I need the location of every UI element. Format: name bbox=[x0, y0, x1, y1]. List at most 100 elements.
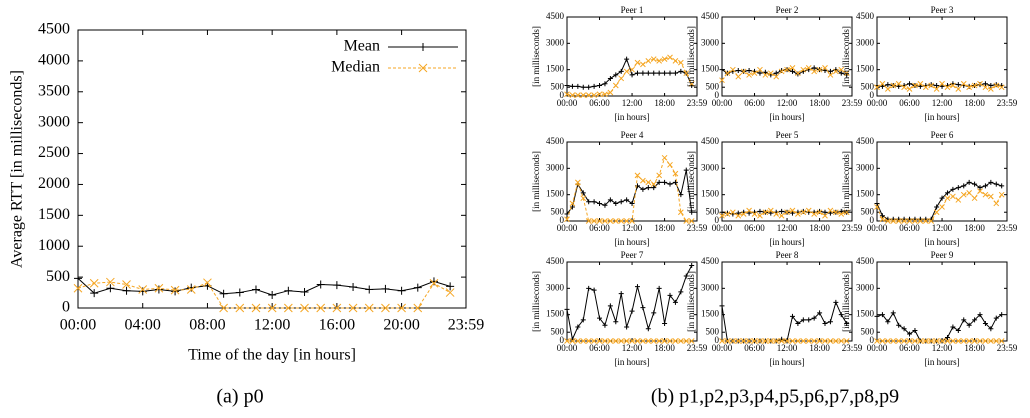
data-point bbox=[624, 197, 630, 203]
y-tick-label: 0 bbox=[870, 335, 875, 345]
y-tick-label: 4500 bbox=[701, 11, 720, 21]
data-point bbox=[667, 292, 673, 298]
data-point bbox=[890, 338, 897, 344]
data-point bbox=[667, 70, 673, 76]
data-point bbox=[757, 66, 763, 73]
data-point bbox=[832, 68, 839, 75]
data-point bbox=[618, 218, 625, 224]
data-point bbox=[789, 210, 795, 216]
y-axis-label: [in milliseconds] bbox=[531, 271, 541, 332]
data-point bbox=[998, 84, 1005, 91]
y-tick-label: 2000 bbox=[38, 175, 70, 192]
data-point bbox=[961, 317, 967, 323]
data-point bbox=[650, 181, 657, 187]
plot-frame bbox=[876, 141, 1008, 222]
series-line bbox=[876, 190, 1003, 222]
data-point bbox=[762, 338, 769, 344]
data-point bbox=[988, 82, 994, 88]
chart-title: Peer 6 bbox=[931, 130, 954, 140]
x-axis-label: [in hours] bbox=[769, 357, 804, 367]
data-point bbox=[805, 65, 812, 71]
x-tick-label: 12:00 bbox=[932, 98, 953, 108]
data-point bbox=[602, 202, 608, 208]
data-point bbox=[365, 285, 374, 294]
data-point bbox=[988, 179, 994, 185]
data-point bbox=[800, 209, 807, 216]
x-axis-label: [in hours] bbox=[614, 112, 649, 122]
data-point bbox=[74, 274, 82, 283]
data-point bbox=[934, 82, 940, 88]
y-axis-label: [in milliseconds] bbox=[531, 151, 541, 212]
data-point bbox=[656, 285, 662, 291]
x-tick-label: 12:00 bbox=[622, 98, 643, 108]
data-point bbox=[966, 84, 973, 91]
x-tick-label: 23:59 bbox=[687, 223, 708, 233]
data-point bbox=[586, 199, 592, 205]
y-tick-label: 500 bbox=[861, 81, 875, 91]
data-point bbox=[364, 303, 374, 313]
x-tick-label: 12:00 bbox=[777, 223, 798, 233]
data-point bbox=[618, 68, 624, 74]
y-tick-label: 500 bbox=[861, 326, 875, 336]
y-axis-label: [in milliseconds] bbox=[841, 271, 851, 332]
data-point bbox=[833, 299, 839, 305]
y-axis-label: [in milliseconds] bbox=[841, 151, 851, 212]
chart-title: Peer 3 bbox=[931, 5, 954, 15]
data-point bbox=[596, 338, 603, 344]
data-point bbox=[580, 84, 586, 90]
data-point bbox=[971, 82, 978, 89]
x-tick-label: 23:59 bbox=[997, 98, 1018, 108]
data-point bbox=[719, 67, 725, 73]
data-point bbox=[890, 218, 897, 224]
x-tick-label: 18:00 bbox=[809, 223, 830, 233]
x-tick-label: 00:00 bbox=[867, 343, 888, 353]
data-point bbox=[316, 280, 325, 289]
data-point bbox=[585, 92, 592, 98]
data-point bbox=[789, 338, 796, 344]
data-point bbox=[982, 81, 988, 87]
x-tick-label: 12:00 bbox=[777, 98, 798, 108]
y-tick-label: 4500 bbox=[856, 11, 875, 21]
data-point bbox=[629, 200, 635, 206]
data-point bbox=[634, 338, 641, 344]
data-point bbox=[607, 218, 614, 224]
chart-title: Peer 2 bbox=[776, 5, 799, 15]
x-tick-label: 18:00 bbox=[654, 223, 675, 233]
y-tick-label: 0 bbox=[560, 215, 565, 225]
data-point bbox=[591, 218, 597, 224]
data-point bbox=[672, 179, 678, 185]
data-point bbox=[884, 338, 891, 344]
data-point bbox=[917, 338, 924, 344]
data-point bbox=[613, 72, 619, 78]
data-point bbox=[928, 82, 935, 89]
data-point bbox=[998, 191, 1005, 198]
data-point bbox=[746, 68, 752, 74]
data-point bbox=[662, 179, 668, 185]
data-point bbox=[661, 154, 668, 161]
x-axis-label: [in hours] bbox=[924, 112, 959, 122]
data-point bbox=[586, 285, 592, 291]
data-point bbox=[580, 338, 587, 344]
data-point bbox=[651, 185, 657, 191]
data-point bbox=[901, 338, 907, 344]
data-point bbox=[906, 338, 913, 344]
data-point bbox=[805, 207, 812, 214]
data-point bbox=[768, 210, 774, 216]
data-point bbox=[597, 200, 603, 206]
data-point bbox=[795, 320, 801, 326]
data-point bbox=[672, 58, 679, 64]
data-point bbox=[982, 338, 989, 344]
data-point bbox=[977, 312, 983, 318]
y-axis-label: [in milliseconds] bbox=[841, 26, 851, 87]
data-point bbox=[972, 317, 978, 323]
data-point bbox=[300, 303, 309, 313]
x-tick-label: 06:00 bbox=[589, 343, 610, 353]
data-point bbox=[950, 324, 956, 330]
data-point bbox=[569, 92, 576, 98]
data-point bbox=[683, 338, 690, 344]
data-point bbox=[939, 80, 945, 87]
data-point bbox=[896, 322, 902, 328]
data-point bbox=[645, 185, 651, 191]
data-point bbox=[773, 70, 779, 76]
data-point bbox=[564, 91, 570, 98]
